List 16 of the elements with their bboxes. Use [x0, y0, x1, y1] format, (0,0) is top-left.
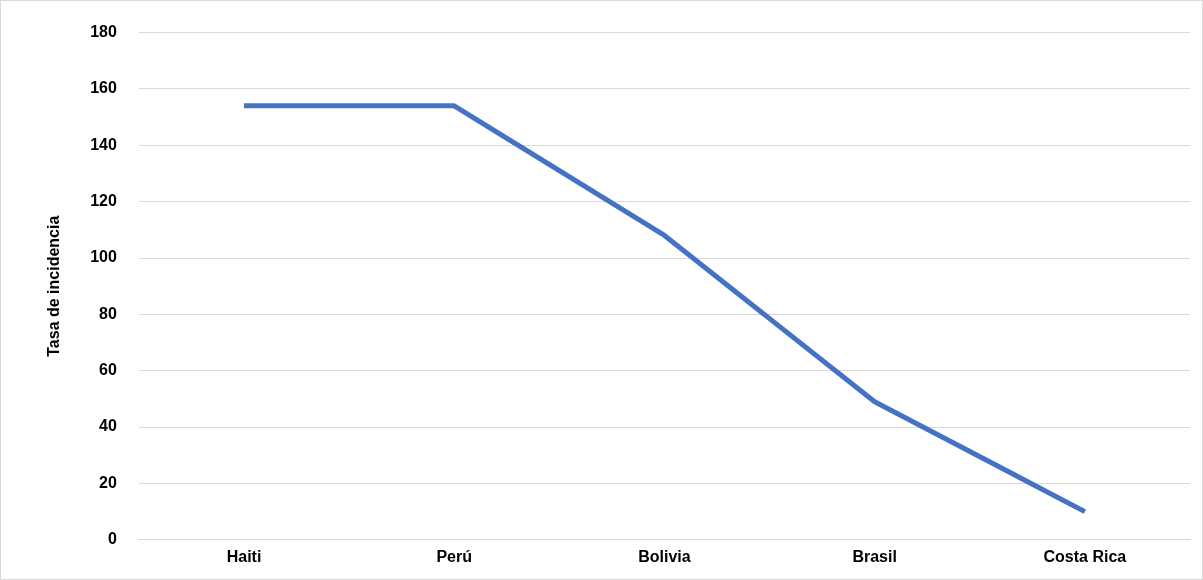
x-tick-label: Bolivia: [638, 547, 691, 565]
y-tick-label: 140: [90, 135, 117, 153]
y-tick-label: 0: [107, 530, 117, 548]
x-tick-label: Haiti: [226, 547, 262, 565]
y-tick-label: 20: [99, 473, 117, 491]
y-tick-label: 160: [90, 79, 117, 97]
y-tick-label: 100: [90, 248, 117, 266]
x-tick-label: Costa Rica: [1043, 547, 1127, 565]
y-tick-label: 120: [90, 192, 117, 210]
x-tick-label: Brasil: [852, 547, 897, 565]
y-tick-label: 40: [99, 417, 117, 435]
y-tick-label: 180: [90, 23, 117, 41]
y-tick-label: 60: [99, 361, 117, 379]
x-tick-label: Perú: [436, 547, 473, 565]
y-tick-label: 80: [99, 304, 117, 322]
y-axis-title: Tasa de incidencia: [45, 215, 63, 357]
